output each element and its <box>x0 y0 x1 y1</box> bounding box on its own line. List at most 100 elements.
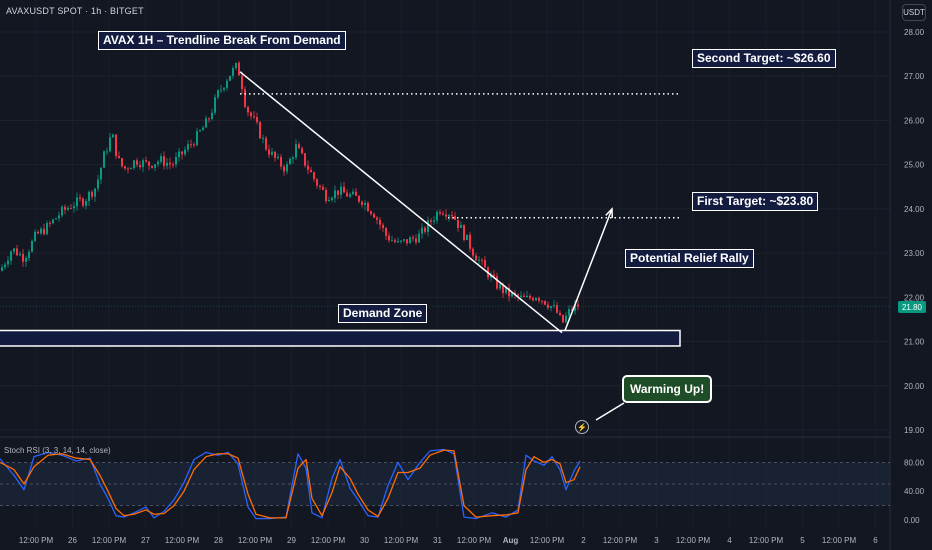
candle-body <box>127 168 129 170</box>
y-tick-label: 19.00 <box>904 426 925 435</box>
candle-body <box>556 305 558 313</box>
candle-body <box>532 298 534 301</box>
candle-body <box>460 225 462 228</box>
candle-body <box>268 149 270 155</box>
x-tick-label: 6 <box>873 536 878 545</box>
candle-body <box>565 315 567 323</box>
candle-body <box>451 214 453 217</box>
candle-body <box>88 191 90 201</box>
warming-up-label: Warming Up! <box>622 375 713 403</box>
candle-body <box>34 231 36 241</box>
candle-body <box>55 218 57 220</box>
candle-body <box>463 225 465 241</box>
candle-body <box>175 157 177 165</box>
stoch-line-d <box>0 449 581 519</box>
candle-body <box>397 241 399 243</box>
candle-body <box>322 186 324 190</box>
currency-button[interactable]: USDT <box>902 4 926 21</box>
candle-body <box>25 258 27 262</box>
candle-body <box>298 144 300 149</box>
y-tick-label: 23.00 <box>904 249 925 258</box>
candle-body <box>250 112 252 117</box>
candle-body <box>535 297 537 301</box>
candle-body <box>337 190 339 195</box>
candle-body <box>265 137 267 150</box>
candle-body <box>97 179 99 189</box>
x-tick-label: 12:00 PM <box>311 536 346 545</box>
candle-body <box>310 169 312 173</box>
candle-body <box>421 227 423 234</box>
candle-body <box>274 151 276 158</box>
candle-body <box>259 122 261 139</box>
candle-body <box>304 153 306 166</box>
candle-body <box>148 161 150 166</box>
candle-body <box>112 134 114 138</box>
x-tick-label: 31 <box>433 536 442 545</box>
candle-body <box>241 75 243 90</box>
x-tick-label: 12:00 PM <box>749 536 784 545</box>
candle-body <box>574 304 576 311</box>
lightning-icon[interactable]: ⚡ <box>575 420 589 434</box>
x-tick-label: 12:00 PM <box>384 536 419 545</box>
candle-body <box>124 166 126 169</box>
candle-body <box>325 189 327 202</box>
candle-body <box>271 151 273 155</box>
candle-body <box>529 295 531 299</box>
candle-body <box>82 198 84 206</box>
candle-body <box>145 160 147 162</box>
candle-body <box>58 215 60 219</box>
x-tick-label: 12:00 PM <box>822 536 857 545</box>
candle-body <box>130 167 132 170</box>
candle-body <box>280 156 282 167</box>
candle-body <box>472 248 474 256</box>
candle-body <box>403 239 405 241</box>
candle-body <box>202 127 204 131</box>
stoch-rsi-label: Stoch RSI (3, 3, 14, 14, close) <box>4 446 111 455</box>
candle-body <box>367 203 369 212</box>
candle-body <box>67 207 69 210</box>
stoch-tick-label: 0.00 <box>904 516 920 525</box>
candle-body <box>106 151 108 153</box>
x-tick-label: 12:00 PM <box>19 536 54 545</box>
candle-body <box>70 207 72 209</box>
candle-body <box>295 144 297 158</box>
candle-body <box>484 259 486 268</box>
candle-body <box>85 200 87 206</box>
warming-pointer <box>595 402 625 421</box>
candle-body <box>343 186 345 193</box>
candle-body <box>502 284 504 294</box>
x-tick-label: 12:00 PM <box>238 536 273 545</box>
x-tick-label: 12:00 PM <box>603 536 638 545</box>
candle-body <box>169 162 171 165</box>
candle-body <box>28 251 30 259</box>
candle-body <box>541 300 543 302</box>
candle-body <box>166 162 168 166</box>
candle-body <box>160 156 162 162</box>
candle-body <box>13 248 15 252</box>
candle-body <box>496 276 498 289</box>
candle-body <box>178 151 180 158</box>
x-tick-label: 26 <box>68 536 77 545</box>
candle-body <box>94 188 96 197</box>
demand-zone-box <box>0 329 681 347</box>
candle-body <box>361 201 363 205</box>
symbol-label: AVAXUSDT SPOT · 1h · BITGET <box>6 6 144 16</box>
candle-body <box>331 197 333 201</box>
y-tick-label: 26.00 <box>904 116 925 125</box>
candle-body <box>445 214 447 217</box>
candle-body <box>220 89 222 91</box>
chart-title: AVAX 1H – Trendline Break From Demand <box>98 31 346 50</box>
candle-body <box>247 106 249 113</box>
candle-body <box>208 118 210 120</box>
trendline <box>239 71 563 334</box>
candle-body <box>109 137 111 152</box>
candle-body <box>427 220 429 232</box>
x-tick-label: 4 <box>727 536 732 545</box>
candle-body <box>538 297 540 301</box>
candle-body <box>328 200 330 202</box>
candle-body <box>316 179 318 186</box>
x-tick-label: 12:00 PM <box>530 536 565 545</box>
x-tick-label: 5 <box>800 536 805 545</box>
x-tick-label: 12:00 PM <box>676 536 711 545</box>
